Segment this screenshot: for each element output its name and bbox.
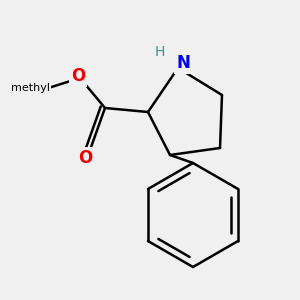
Text: H: H: [155, 45, 165, 59]
Text: O: O: [71, 67, 85, 85]
Text: O: O: [78, 149, 92, 167]
Text: N: N: [176, 54, 190, 72]
Text: methyl: methyl: [11, 83, 50, 93]
